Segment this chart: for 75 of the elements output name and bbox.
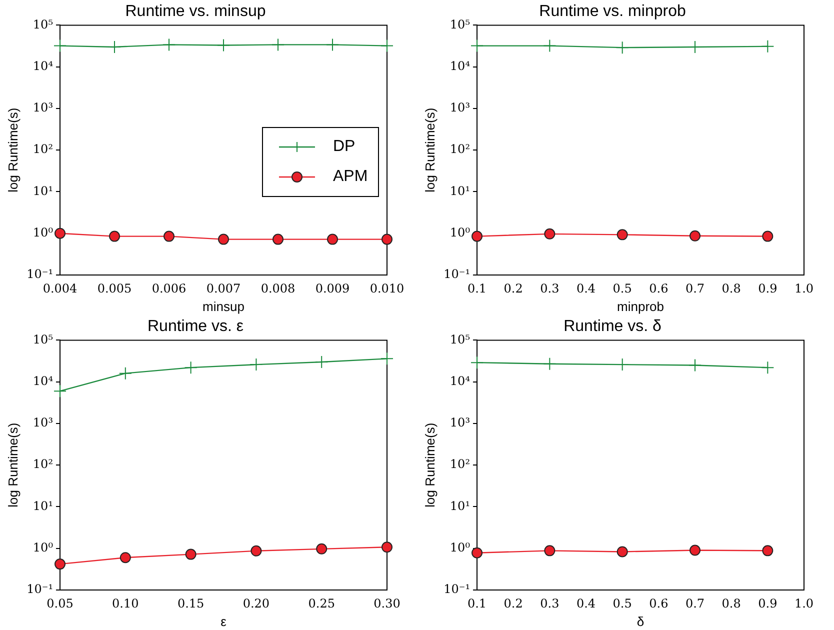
y-tick-label: 10³ xyxy=(450,100,470,115)
y-tick-label: 10⁰ xyxy=(32,540,54,554)
x-tick-label: 0.15 xyxy=(177,596,204,610)
y-axis-title: log Runtime(s) xyxy=(5,108,20,192)
y-tick-label: 10⁴ xyxy=(450,374,470,388)
y-axis-title: log Runtime(s) xyxy=(422,108,438,192)
x-tick-label: 0.4 xyxy=(576,596,596,610)
x-axis-title: minprob xyxy=(617,298,664,314)
y-tick-label: 10⁻¹ xyxy=(444,267,470,282)
x-tick-label: 0.3 xyxy=(540,596,560,610)
x-tick-label: 0.006 xyxy=(152,281,186,296)
y-tick-label: 10⁵ xyxy=(32,17,54,32)
y-tick-label: 10² xyxy=(32,457,54,472)
x-tick-label: 0.004 xyxy=(42,281,78,296)
y-tick-label: 10² xyxy=(32,142,54,156)
x-tick-label: 1.0 xyxy=(794,596,814,610)
x-tick-label: 0.9 xyxy=(758,281,778,296)
y-tick-label: 10¹ xyxy=(450,498,470,513)
y-tick-label: 10⁰ xyxy=(450,225,470,240)
y-tick-label: 10⁵ xyxy=(450,332,470,346)
x-tick-label: 0.009 xyxy=(315,281,350,296)
y-tick-label: 10² xyxy=(450,142,470,156)
y-tick-label: 10⁻¹ xyxy=(444,582,470,596)
chart-title: Runtime vs. δ xyxy=(564,318,662,336)
y-axis-title: log Runtime(s) xyxy=(5,422,20,508)
y-tick-label: 10⁴ xyxy=(450,58,470,73)
x-tick-label: 0.010 xyxy=(370,281,404,296)
legend-label: APM xyxy=(333,168,368,186)
chart-title: Runtime vs. minprob xyxy=(539,3,686,20)
y-tick-label: 10³ xyxy=(32,416,54,430)
y-tick-label: 10⁰ xyxy=(450,540,470,554)
x-axis-title: minsup xyxy=(202,298,244,314)
y-tick-label: 10⁻¹ xyxy=(26,582,54,596)
y-tick-label: 10³ xyxy=(450,416,470,430)
x-tick-label: 0.7 xyxy=(685,281,705,296)
y-axis-title: log Runtime(s) xyxy=(422,422,438,508)
y-tick-label: 10¹ xyxy=(32,184,54,198)
y-tick-label: 10⁴ xyxy=(32,374,54,388)
x-tick-label: 0.7 xyxy=(685,596,705,610)
x-tick-label: 0.8 xyxy=(722,596,741,610)
x-tick-label: 0.5 xyxy=(612,596,632,610)
y-tick-label: 10⁻¹ xyxy=(26,267,54,282)
x-tick-label: 0.3 xyxy=(540,281,560,296)
x-tick-label: 0.6 xyxy=(649,281,668,296)
legend-label: DP xyxy=(333,138,356,156)
x-tick-label: 0.6 xyxy=(649,596,668,610)
y-tick-label: 10⁵ xyxy=(450,17,470,32)
x-tick-label: 0.10 xyxy=(112,596,139,610)
x-tick-label: 0.008 xyxy=(260,281,296,296)
x-tick-label: 0.05 xyxy=(46,596,74,610)
y-tick-label: 10³ xyxy=(32,100,54,115)
x-tick-label: 0.25 xyxy=(308,596,335,610)
x-tick-label: 0.1 xyxy=(467,281,487,296)
y-tick-label: 10⁵ xyxy=(32,332,54,346)
y-tick-label: 10¹ xyxy=(32,498,54,513)
x-tick-label: 0.20 xyxy=(242,596,270,610)
x-axis-title: δ xyxy=(636,614,644,629)
chart-title: Runtime vs. minsup xyxy=(125,3,266,20)
x-axis-title: ε xyxy=(220,614,227,629)
x-tick-label: 0.005 xyxy=(97,281,132,296)
x-tick-label: 0.8 xyxy=(722,281,741,296)
x-tick-label: 0.1 xyxy=(467,596,487,610)
y-tick-label: 10² xyxy=(450,457,470,472)
x-tick-label: 0.007 xyxy=(206,281,241,296)
x-tick-label: 1.0 xyxy=(794,281,814,296)
y-tick-label: 10¹ xyxy=(450,184,470,198)
x-tick-label: 0.2 xyxy=(504,281,523,296)
x-tick-label: 0.5 xyxy=(612,281,632,296)
x-tick-label: 0.2 xyxy=(504,596,523,610)
x-tick-label: 0.9 xyxy=(758,596,778,610)
x-tick-label: 0.30 xyxy=(374,596,400,610)
chart-title: Runtime vs. ε xyxy=(147,318,244,336)
y-tick-label: 10⁴ xyxy=(32,58,54,73)
y-tick-label: 10⁰ xyxy=(32,225,54,240)
x-tick-label: 0.4 xyxy=(576,281,596,296)
